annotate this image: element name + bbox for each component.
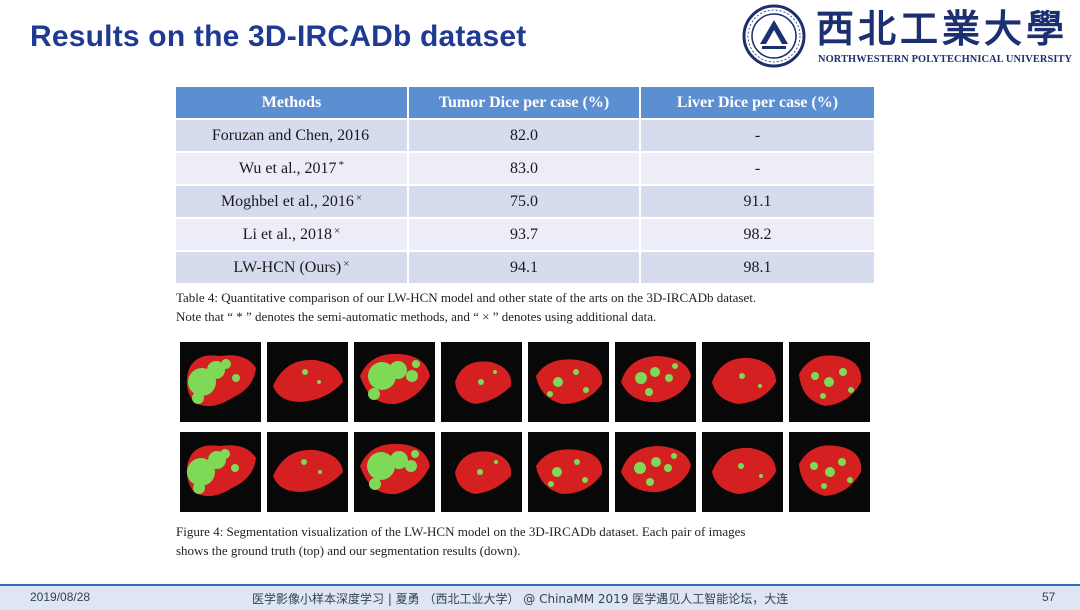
results-table: Methods Tumor Dice per case (%) Liver Di… — [176, 87, 874, 283]
method-mark: * — [338, 159, 345, 171]
segmentation-result-image — [789, 432, 870, 512]
tumor-dice-cell: 93.7 — [408, 217, 641, 251]
segmentation-result-image — [267, 432, 348, 512]
method-mark: × — [343, 258, 350, 270]
liver-dice-cell: 91.1 — [640, 184, 874, 218]
liver-dice-cell: 98.2 — [640, 217, 874, 251]
university-name-chinese: 西北工業大學 — [816, 6, 1069, 51]
ground-truth-image — [528, 342, 609, 422]
liver-dice-cell: 98.1 — [640, 250, 874, 283]
table-row: Foruzan and Chen, 2016 82.0 - — [176, 118, 874, 152]
liver-dice-cell: - — [640, 151, 874, 185]
table-row: Li et al., 2018 × 93.7 98.2 — [176, 217, 874, 251]
figure-caption-line: Figure 4: Segmentation visualization of … — [176, 524, 746, 539]
university-seal-icon — [742, 4, 806, 68]
liver-dice-cell: - — [640, 118, 874, 152]
segmentation-result-image — [441, 432, 522, 512]
footer-bar: 2019/08/28 医学影像小样本深度学习 | 夏勇 （西北工业大学） @ C… — [0, 584, 1080, 610]
method-name: Moghbel et al., 2016 — [220, 193, 354, 210]
segmentation-figure — [180, 342, 872, 514]
table-caption-line: Table 4: Quantitative comparison of our … — [176, 290, 757, 305]
slide-title: Results on the 3D-IRCADb dataset — [30, 20, 527, 53]
method-name: LW-HCN (Ours) — [233, 259, 342, 276]
segmentation-result-image — [528, 432, 609, 512]
table-caption: Table 4: Quantitative comparison of our … — [176, 288, 756, 326]
ground-truth-image — [180, 342, 261, 422]
ground-truth-image — [267, 342, 348, 422]
column-header-liver-dice: Liver Dice per case (%) — [640, 87, 874, 119]
segmentation-result-image — [615, 432, 696, 512]
ground-truth-image — [702, 342, 783, 422]
segmentation-result-image — [354, 432, 435, 512]
footer-date: 2019/08/28 — [30, 590, 91, 604]
tumor-dice-cell: 83.0 — [408, 151, 641, 185]
method-cell: Li et al., 2018 × — [176, 217, 409, 251]
column-header-methods: Methods — [176, 87, 409, 119]
table-header-row: Methods Tumor Dice per case (%) Liver Di… — [176, 87, 874, 119]
method-mark: × — [355, 192, 363, 204]
ground-truth-image — [441, 342, 522, 422]
footer-center-text: 医学影像小样本深度学习 | 夏勇 （西北工业大学） @ ChinaMM 2019… — [252, 592, 789, 606]
table-row: Moghbel et al., 2016 × 75.0 91.1 — [176, 184, 874, 218]
figure-caption: Figure 4: Segmentation visualization of … — [176, 522, 745, 560]
ground-truth-image — [354, 342, 435, 422]
method-mark: × — [334, 225, 341, 237]
page-number: 57 — [1042, 590, 1056, 604]
method-name: Wu et al., 2017 — [238, 160, 337, 177]
ground-truth-image — [789, 342, 870, 422]
method-cell: LW-HCN (Ours) × — [176, 250, 409, 283]
method-cell: Moghbel et al., 2016 × — [176, 184, 409, 218]
figure-caption-line: shows the ground truth (top) and our seg… — [176, 543, 521, 558]
method-cell: Foruzan and Chen, 2016 — [176, 118, 409, 152]
ground-truth-image — [615, 342, 696, 422]
tumor-dice-cell: 82.0 — [408, 118, 641, 152]
segmentation-result-image — [180, 432, 261, 512]
table-row: Wu et al., 2017 * 83.0 - — [176, 151, 874, 185]
university-logo: 西北工業大學 NORTHWESTERN POLYTECHNICAL UNIVER… — [742, 4, 1076, 70]
table-caption-line: Note that “ * ” denotes the semi-automat… — [176, 309, 657, 324]
segmentation-result-image — [702, 432, 783, 512]
column-header-tumor-dice: Tumor Dice per case (%) — [408, 87, 641, 119]
method-name: Li et al., 2018 — [242, 226, 333, 243]
tumor-dice-cell: 75.0 — [408, 184, 641, 218]
university-name-english: NORTHWESTERN POLYTECHNICAL UNIVERSITY — [818, 54, 1073, 65]
tumor-dice-cell: 94.1 — [408, 250, 641, 283]
method-cell: Wu et al., 2017 * — [176, 151, 409, 185]
method-name: Foruzan and Chen, 2016 — [211, 127, 370, 144]
table-row: LW-HCN (Ours) × 94.1 98.1 — [176, 250, 874, 283]
